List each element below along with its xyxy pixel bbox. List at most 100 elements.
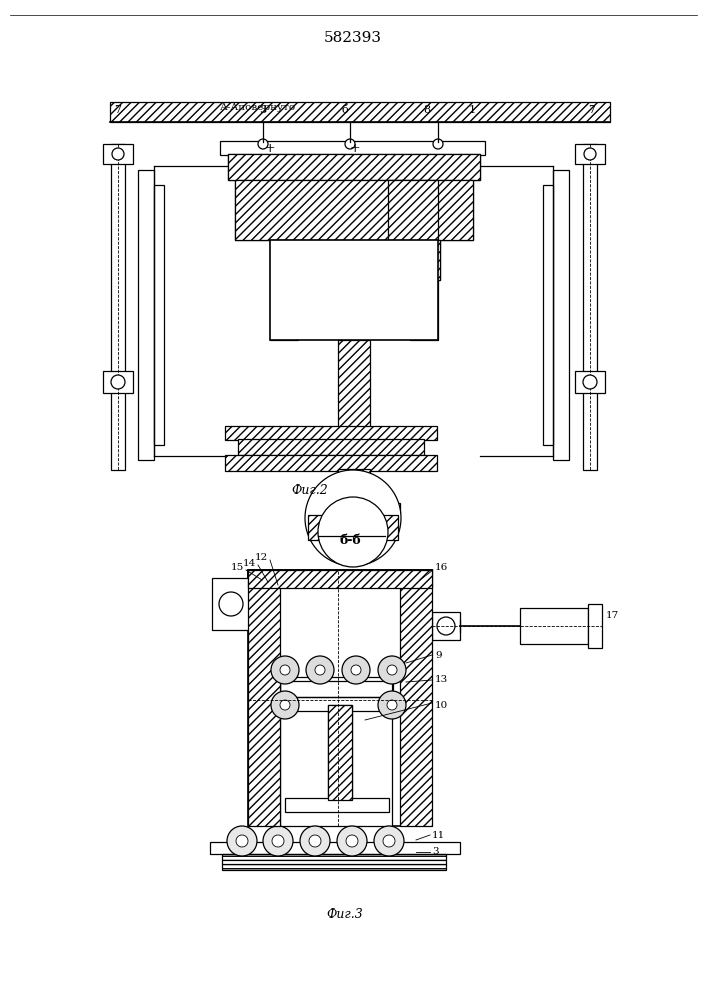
Bar <box>138 170 154 460</box>
Bar <box>308 503 400 513</box>
Bar <box>575 144 605 164</box>
Text: +: + <box>350 141 361 154</box>
Circle shape <box>219 592 243 616</box>
Text: 17: 17 <box>606 611 619 620</box>
Circle shape <box>378 656 406 684</box>
Text: б: б <box>341 105 349 115</box>
Circle shape <box>271 691 299 719</box>
Bar <box>432 612 460 640</box>
Bar <box>154 185 164 445</box>
Bar <box>110 102 610 122</box>
Bar <box>543 185 553 445</box>
Bar <box>520 608 588 644</box>
Text: б: б <box>357 324 363 332</box>
Circle shape <box>387 665 397 675</box>
Text: 12: 12 <box>255 554 268 562</box>
Circle shape <box>437 617 455 635</box>
Text: +: + <box>348 296 358 308</box>
Text: 9: 9 <box>435 650 442 660</box>
Bar <box>388 180 438 240</box>
Bar <box>270 240 298 340</box>
Bar <box>212 578 250 630</box>
Bar <box>248 570 280 826</box>
Circle shape <box>280 700 290 710</box>
Text: б-б: б-б <box>339 534 361 546</box>
Circle shape <box>345 265 361 281</box>
Bar <box>111 144 125 470</box>
Bar <box>388 180 438 240</box>
Bar <box>575 371 605 393</box>
Circle shape <box>236 835 248 847</box>
Circle shape <box>280 665 290 675</box>
Circle shape <box>583 375 597 389</box>
Bar <box>103 144 133 164</box>
Bar <box>103 371 133 393</box>
Bar <box>338 469 370 505</box>
Bar <box>338 340 370 430</box>
Text: +: + <box>295 296 305 308</box>
Circle shape <box>342 656 370 684</box>
Circle shape <box>346 835 358 847</box>
Text: 14: 14 <box>243 558 256 568</box>
Circle shape <box>300 826 330 856</box>
Circle shape <box>372 292 388 308</box>
Text: 11: 11 <box>432 830 445 840</box>
Circle shape <box>315 665 325 675</box>
Bar <box>225 426 437 440</box>
Circle shape <box>309 835 321 847</box>
Bar <box>285 798 389 812</box>
Bar <box>583 144 597 470</box>
Bar <box>270 240 438 340</box>
Circle shape <box>387 700 397 710</box>
Text: 13: 13 <box>435 676 448 684</box>
Circle shape <box>337 826 367 856</box>
Circle shape <box>318 292 334 308</box>
Circle shape <box>345 319 361 335</box>
Text: Фиг.2: Фиг.2 <box>291 484 328 496</box>
Text: 3: 3 <box>259 105 267 115</box>
Circle shape <box>383 835 395 847</box>
Bar <box>225 455 437 471</box>
Text: 15: 15 <box>230 564 244 572</box>
Bar <box>390 240 440 280</box>
Bar <box>285 697 389 711</box>
Bar <box>235 180 473 240</box>
Bar <box>228 154 480 180</box>
Circle shape <box>374 826 404 856</box>
Circle shape <box>306 656 334 684</box>
Text: 7: 7 <box>588 105 595 115</box>
Circle shape <box>351 665 361 675</box>
Bar <box>308 515 398 540</box>
Text: 1: 1 <box>469 105 476 115</box>
Text: +: + <box>264 141 275 154</box>
Circle shape <box>378 691 406 719</box>
Circle shape <box>258 139 268 149</box>
Circle shape <box>318 497 388 567</box>
Bar <box>238 439 424 455</box>
Bar <box>328 705 352 800</box>
Text: 10: 10 <box>435 700 448 710</box>
Circle shape <box>305 470 401 566</box>
Circle shape <box>227 826 257 856</box>
Text: 16: 16 <box>435 564 448 572</box>
Bar <box>400 570 432 826</box>
Bar <box>328 705 352 800</box>
Circle shape <box>111 375 125 389</box>
Circle shape <box>112 148 124 160</box>
Bar <box>248 570 432 588</box>
Bar <box>210 842 460 854</box>
Circle shape <box>272 835 284 847</box>
Bar <box>280 681 392 826</box>
Circle shape <box>271 656 299 684</box>
Circle shape <box>584 148 596 160</box>
Bar <box>588 604 602 648</box>
Circle shape <box>345 139 355 149</box>
Bar <box>222 854 446 870</box>
Bar <box>220 141 485 155</box>
Circle shape <box>315 262 391 338</box>
Bar <box>553 170 569 460</box>
Bar <box>410 240 438 340</box>
Bar <box>248 570 432 826</box>
Bar <box>228 154 480 180</box>
Text: Фиг.3: Фиг.3 <box>327 908 363 922</box>
